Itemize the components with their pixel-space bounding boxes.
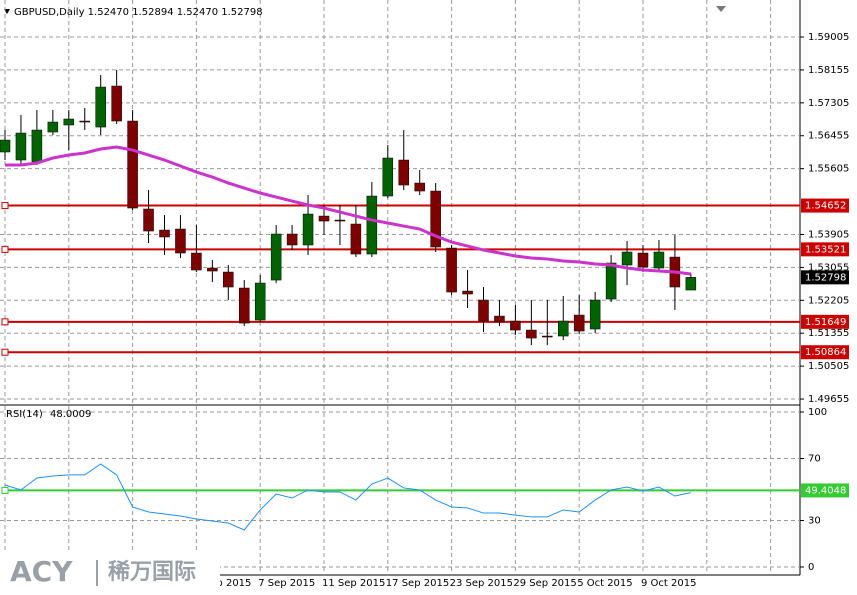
rsi-value: 48.0009 <box>50 409 91 420</box>
candle-body <box>47 121 59 133</box>
x-tick-label: 1 Sep 2015 <box>194 578 251 589</box>
y-tick-label: 1.50505 <box>808 361 849 372</box>
candle-body <box>653 251 665 269</box>
chart-title: GBPUSD,Daily 1.52470 1.52894 1.52470 1.5… <box>14 7 263 18</box>
y-tick-label: 30 <box>808 516 821 527</box>
level-label-box <box>801 242 849 257</box>
candle-body <box>430 190 441 248</box>
candle-body <box>79 120 90 123</box>
watermark-bg <box>0 552 220 595</box>
candle-body <box>31 129 43 163</box>
moving-average <box>5 145 692 276</box>
level-label: 1.53521 <box>805 244 846 255</box>
level-label-box <box>801 483 849 498</box>
candle-body <box>478 299 489 322</box>
watermark-brand: ACY <box>10 555 73 588</box>
scroll-arrow <box>716 6 726 12</box>
candle-body <box>382 157 394 197</box>
candle-body <box>462 290 473 295</box>
y-tick-label: 1.49655 <box>808 394 849 405</box>
y-tick-label: 1.52205 <box>808 295 849 306</box>
candle-body <box>526 329 537 339</box>
candle-body <box>143 208 154 232</box>
level-label: 1.51649 <box>805 317 846 328</box>
level-label: 49.4048 <box>805 485 846 496</box>
x-tick-label: 29 Sep 2015 <box>513 578 576 589</box>
candle-body <box>589 299 601 330</box>
level-label-box <box>801 345 849 360</box>
candle-body <box>605 262 617 300</box>
candle-body <box>398 159 409 186</box>
candle-body <box>302 213 314 246</box>
candle-body <box>366 195 378 255</box>
y-tick-label: 1.59005 <box>808 32 849 43</box>
candle-body <box>558 320 569 337</box>
x-tick-label: 5 Oct 2015 <box>577 578 632 589</box>
candle-body <box>127 120 138 209</box>
level-anchor <box>1 318 9 326</box>
x-tick-label: 9 Oct 2015 <box>641 578 696 589</box>
current-price-label: 1.52798 <box>805 272 846 283</box>
y-tick-label: 70 <box>808 454 821 465</box>
y-tick-label: 1.55605 <box>808 164 849 175</box>
rsi-line <box>4 463 691 531</box>
candle-body <box>573 314 585 332</box>
candle-body <box>494 315 505 323</box>
candle-body <box>414 182 425 192</box>
candle-body <box>159 229 170 238</box>
level-label: 1.54652 <box>805 201 846 212</box>
candle-body <box>175 228 186 254</box>
candle-body <box>637 252 649 268</box>
y-tick-label: 1.58155 <box>808 65 849 76</box>
x-tick-label: 23 Sep 2015 <box>450 578 513 589</box>
candle-body <box>286 233 298 246</box>
rsi-title: RSI(14) <box>6 409 43 420</box>
candle-body <box>95 86 106 128</box>
y-tick-label: 1.53905 <box>808 229 849 240</box>
x-tick-label: 7 Sep 2015 <box>258 578 315 589</box>
level-label-box <box>801 314 849 329</box>
candle-body <box>334 219 346 222</box>
candle-body <box>446 247 457 293</box>
candle-body <box>239 287 250 324</box>
candle-body <box>63 118 75 126</box>
x-tick-label: 11 Sep 2015 <box>322 578 385 589</box>
candle-body <box>111 85 122 122</box>
y-tick-label: 1.57305 <box>808 98 849 109</box>
candle-body <box>621 251 633 266</box>
watermark: ACY 稀万国际 <box>0 552 220 595</box>
y-tick-label: 1.53055 <box>808 262 849 273</box>
candle-body <box>254 282 266 321</box>
x-tick-label: 17 Sep 2015 <box>386 578 449 589</box>
candle-body <box>318 215 330 222</box>
candle-body <box>15 132 27 161</box>
candle-body <box>685 277 697 291</box>
level-anchor <box>1 202 9 210</box>
level-anchor <box>1 245 9 253</box>
candle-body <box>542 335 553 338</box>
watermark-name: 稀万国际 <box>108 559 196 585</box>
y-tick-label: 1.51355 <box>808 328 849 339</box>
candle-body <box>270 233 282 281</box>
level-label-box <box>801 198 849 213</box>
level-label: 1.50864 <box>805 347 846 358</box>
candle-body <box>350 223 362 255</box>
candle-body <box>510 320 521 331</box>
y-tick-label: 1.56455 <box>808 131 849 142</box>
candle-body <box>0 139 11 153</box>
y-tick-label: 0 <box>808 562 814 573</box>
current-price-box <box>801 270 849 285</box>
y-tick-label: 100 <box>808 407 827 418</box>
candle-body <box>191 252 202 271</box>
candle-body <box>207 267 218 272</box>
candle-body <box>223 271 234 288</box>
level-anchor <box>1 348 9 356</box>
level-anchor <box>1 486 9 494</box>
